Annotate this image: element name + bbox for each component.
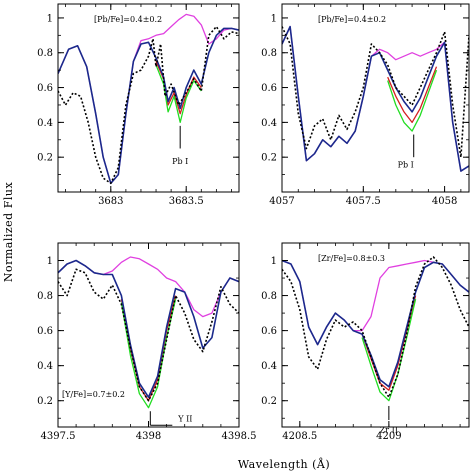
series-observed-line <box>58 268 239 402</box>
y-tick-label: 0.4 <box>37 118 53 129</box>
series-observed-line <box>282 256 469 399</box>
series-green-line <box>387 69 438 132</box>
y-tick-label: 0.4 <box>261 118 277 129</box>
y-tick-label: 1 <box>47 256 53 267</box>
series-magenta-line <box>282 259 469 346</box>
y-tick-label: 1 <box>47 13 53 24</box>
figure-xlabel: Wavelength (Å) <box>238 457 330 471</box>
y-tick-label: 0.2 <box>37 396 53 407</box>
plot-area <box>282 25 469 172</box>
series-observed-line <box>282 26 469 158</box>
line-id-label: Y II <box>177 415 192 424</box>
x-tick-label: 4397.5 <box>41 431 76 442</box>
x-tick-label: 4057.5 <box>346 196 381 207</box>
y-tick-label: 0.8 <box>261 48 277 59</box>
series-red-line <box>361 295 417 391</box>
line-id-label: Zr II <box>380 425 398 434</box>
x-tick-label: 4209 <box>376 431 401 442</box>
y-tick-label: 0.4 <box>261 361 277 372</box>
x-tick-label: 3683.5 <box>169 196 204 207</box>
y-tick-label: 0.8 <box>37 291 53 302</box>
series-blue-line <box>282 259 469 388</box>
plot-area <box>58 13 239 185</box>
panel-bottom-right: 4208.5 4209 0.2 0.4 0.6 0.8 1 [Zr/Fe]=0.8±0.3 Zr… <box>261 242 470 442</box>
series-red-line <box>387 66 438 124</box>
figure-ylabel: Normalized Flux <box>2 182 15 283</box>
panel-frame <box>281 242 470 428</box>
panel-top-left: 3683 3683.5 0.2 0.4 0.6 0.8 1 [Pb/Fe]=0.4±0.2 Pb… <box>37 3 240 207</box>
y-tick-label: 1 <box>271 256 277 267</box>
series-blue-line <box>58 259 239 399</box>
abundance-annotation: [Pb/Fe]=0.4±0.2 <box>318 15 386 24</box>
y-tick-label: 0.4 <box>37 361 53 372</box>
panel-frame <box>57 3 240 193</box>
x-tick-label: 4057 <box>269 196 294 207</box>
x-tick-label: 4058 <box>432 196 457 207</box>
series-blue-line <box>58 27 239 185</box>
plot-area <box>282 256 469 402</box>
x-tick-label: 4208.5 <box>282 431 317 442</box>
series-green-line <box>120 298 177 409</box>
panel-frame <box>281 3 470 193</box>
abundance-annotation: [Pb/Fe]=0.4±0.2 <box>94 15 162 24</box>
y-tick-label: 0.8 <box>37 48 53 59</box>
panel-top-right: 4057 4057.5 4058 0.2 0.4 0.6 0.8 1 [Pb/Fe]=0.4±0… <box>261 3 470 207</box>
y-tick-label: 1 <box>271 13 277 24</box>
y-tick-label: 0.6 <box>37 83 53 94</box>
x-tick-label: 3683 <box>98 196 123 207</box>
x-tick-label: 4398 <box>136 431 161 442</box>
y-tick-label: 0.2 <box>261 396 277 407</box>
panel-bottom-left: 4397.5 4398 4398.5 0.2 0.4 0.6 0.8 1 [Y/Fe]=0.7±… <box>37 242 257 442</box>
x-tick-label: 4398.5 <box>222 431 257 442</box>
y-tick-label: 0.6 <box>37 326 53 337</box>
series-observed-line <box>58 25 239 185</box>
series-blue-line <box>282 25 469 172</box>
series-green-line <box>155 64 202 124</box>
y-tick-label: 0.8 <box>261 291 277 302</box>
y-tick-label: 0.6 <box>261 83 277 94</box>
abundance-annotation: [Y/Fe]=0.7±0.2 <box>62 390 125 399</box>
series-magenta-line <box>58 13 239 184</box>
line-id-label: Pb I <box>398 161 414 170</box>
line-id-label: Pb I <box>172 157 188 166</box>
y-tick-label: 0.6 <box>261 326 277 337</box>
y-tick-label: 0.2 <box>261 153 277 164</box>
abundance-annotation: [Zr/Fe]=0.8±0.3 <box>318 254 385 263</box>
plot-area <box>58 256 239 409</box>
y-tick-label: 0.2 <box>37 153 53 164</box>
